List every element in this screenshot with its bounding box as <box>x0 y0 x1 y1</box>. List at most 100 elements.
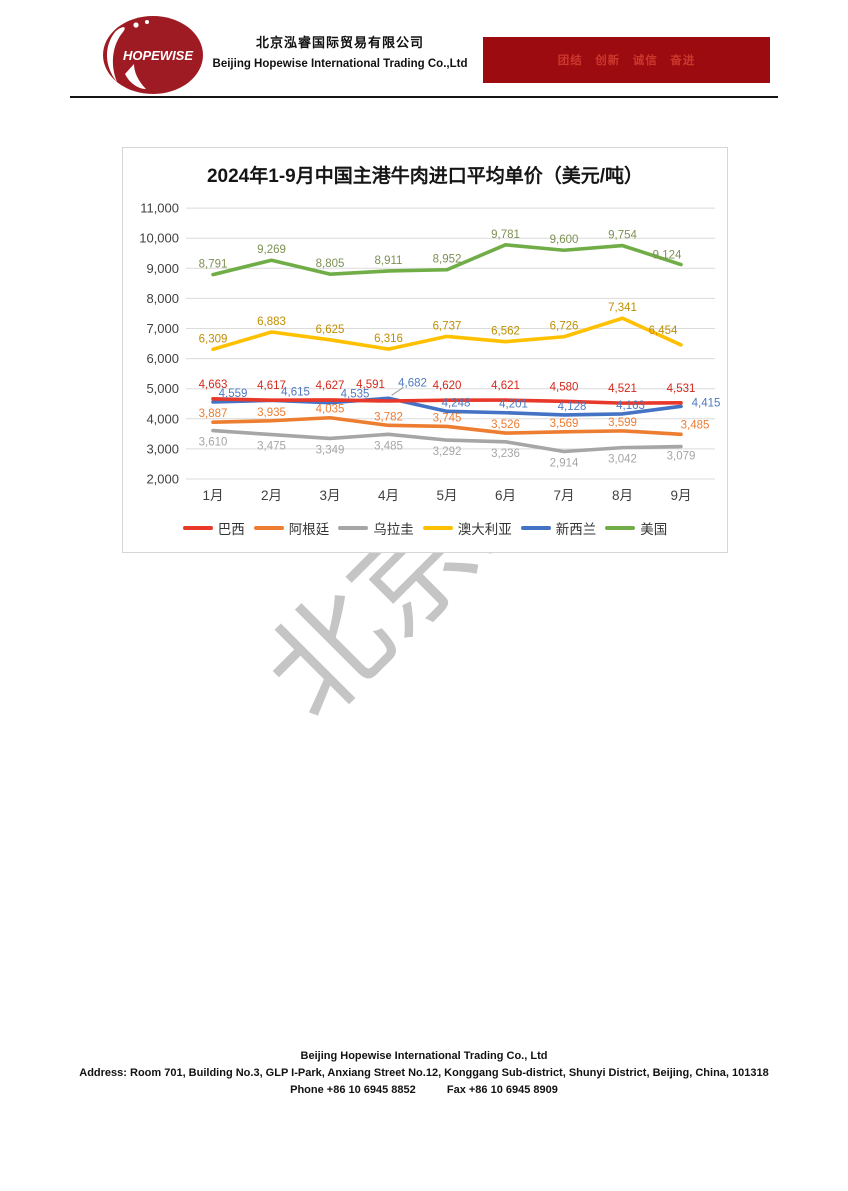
data-label: 8,952 <box>433 254 462 266</box>
y-tick-label: 6,000 <box>146 351 179 366</box>
label-leader-line <box>391 386 404 396</box>
chart-title: 2024年1-9月中国主港牛肉进口平均单价（美元/吨） <box>206 166 643 187</box>
footer-phone-fax: Phone +86 10 6945 8852 Fax +86 10 6945 8… <box>0 1082 848 1099</box>
footer: Beijing Hopewise International Trading C… <box>0 1048 848 1099</box>
data-label: 6,883 <box>257 316 286 328</box>
legend-swatch <box>253 526 284 530</box>
data-label: 9,124 <box>653 250 682 262</box>
legend-swatch <box>182 526 213 530</box>
data-label: 3,935 <box>257 407 286 419</box>
data-label: 3,292 <box>433 446 462 458</box>
x-tick-label: 7月 <box>553 488 574 503</box>
data-label: 8,791 <box>199 259 228 271</box>
legend-item-新西兰: 新西兰 <box>520 518 596 538</box>
data-label: 2,914 <box>550 457 579 469</box>
x-tick-label: 5月 <box>436 488 457 503</box>
legend-item-美国: 美国 <box>605 518 667 538</box>
data-label: 3,569 <box>550 418 579 430</box>
data-label: 6,309 <box>199 333 228 345</box>
header-divider <box>70 96 778 98</box>
data-label: 9,754 <box>608 230 637 242</box>
data-label: 4,615 <box>281 386 310 398</box>
data-label: 4,415 <box>692 397 721 409</box>
data-label: 3,887 <box>199 408 228 420</box>
line-chart-canvas: 2,000 3,000 4,000 5,000 6,000 7,000 8,000 9,000… <box>139 201 721 503</box>
series-line-澳大利亚 <box>211 316 683 352</box>
data-label: 9,781 <box>491 229 520 241</box>
data-label: 4,521 <box>608 383 637 395</box>
data-label: 4,535 <box>341 389 370 401</box>
data-label: 6,316 <box>374 333 403 345</box>
x-tick-label: 6月 <box>495 488 516 503</box>
data-label: 3,042 <box>608 454 637 466</box>
data-label: 8,911 <box>375 255 403 267</box>
data-label: 4,591 <box>356 379 385 391</box>
data-label: 4,128 <box>558 401 587 413</box>
data-label: 4,580 <box>550 381 579 393</box>
company-name-zh: 北京泓睿国际贸易有限公司 <box>255 35 424 50</box>
data-label: 4,531 <box>667 383 696 395</box>
y-tick-label: 5,000 <box>146 381 179 396</box>
data-label: 3,236 <box>491 448 520 460</box>
data-label: 4,682 <box>398 377 427 389</box>
chart-card: 2024年1-9月中国主港牛肉进口平均单价（美元/吨） 2,000 3,000 4,… <box>122 147 728 553</box>
data-label: 6,726 <box>550 321 579 333</box>
data-label: 4,663 <box>199 379 228 391</box>
x-tick-label: 2月 <box>261 488 282 503</box>
footer-fax: Fax +86 10 6945 8909 <box>446 1084 558 1096</box>
legend-swatch <box>422 526 453 530</box>
footer-company: Beijing Hopewise International Trading C… <box>300 1050 548 1062</box>
data-label: 3,485 <box>681 419 710 431</box>
y-tick-label: 4,000 <box>146 411 179 426</box>
data-label: 6,454 <box>649 325 678 337</box>
series-line-美国 <box>211 242 683 277</box>
company-name-en: Beijing Hopewise International Trading C… <box>212 58 468 70</box>
data-label: 7,341 <box>608 302 637 314</box>
x-tick-label: 8月 <box>612 488 633 503</box>
legend-swatch <box>338 526 369 530</box>
x-tick-label: 4月 <box>378 488 399 503</box>
y-tick-label: 7,000 <box>146 321 179 336</box>
footer-address: Address: Room 701, Building No.3, GLP I-… <box>79 1067 769 1079</box>
y-tick-label: 11,000 <box>140 201 179 216</box>
data-label: 3,745 <box>433 412 462 424</box>
y-tick-label: 10,000 <box>139 231 179 246</box>
legend-item-阿根廷: 阿根廷 <box>253 518 330 538</box>
company-logo: HOPEWISE <box>95 14 205 96</box>
y-tick-label: 8,000 <box>146 291 179 306</box>
data-label: 4,163 <box>616 400 645 412</box>
data-label: 3,485 <box>374 440 403 452</box>
y-tick-label: 3,000 <box>146 441 179 456</box>
x-tick-label: 1月 <box>202 488 223 503</box>
series-line-阿根廷 <box>211 415 683 437</box>
data-label: 4,621 <box>491 380 520 392</box>
data-label: 3,599 <box>608 417 637 429</box>
legend-label: 乌拉圭 <box>373 522 414 537</box>
data-label: 3,349 <box>316 444 345 456</box>
data-label: 4,627 <box>316 380 345 392</box>
data-label: 4,248 <box>442 397 471 409</box>
data-label: 4,559 <box>219 388 248 400</box>
data-label: 3,610 <box>199 437 228 449</box>
data-label: 4,035 <box>316 404 345 416</box>
y-tick-label: 9,000 <box>146 261 179 276</box>
data-label: 4,617 <box>257 380 286 392</box>
footer-phone: Phone +86 10 6945 8852 <box>290 1084 416 1096</box>
data-label: 8,805 <box>316 258 345 270</box>
company-names: 北京泓睿国际贸易有限公司 Beijing Hopewise Internatio… <box>205 32 475 70</box>
legend-label: 美国 <box>640 522 668 537</box>
data-label: 4,201 <box>499 399 528 411</box>
series-line-巴西 <box>211 397 683 405</box>
y-tick-label: 2,000 <box>146 472 179 487</box>
data-label: 6,562 <box>491 326 520 338</box>
data-label: 9,600 <box>550 234 579 246</box>
slogan-text: 团结 创新 诚信 奋进 <box>557 55 696 67</box>
data-label: 9,269 <box>257 244 286 256</box>
data-label: 3,782 <box>374 411 403 423</box>
data-label: 6,625 <box>316 324 345 336</box>
legend-label: 阿根廷 <box>288 522 330 537</box>
data-label: 3,475 <box>257 441 286 453</box>
legend-swatch <box>520 526 551 530</box>
data-label: 3,526 <box>491 419 520 431</box>
